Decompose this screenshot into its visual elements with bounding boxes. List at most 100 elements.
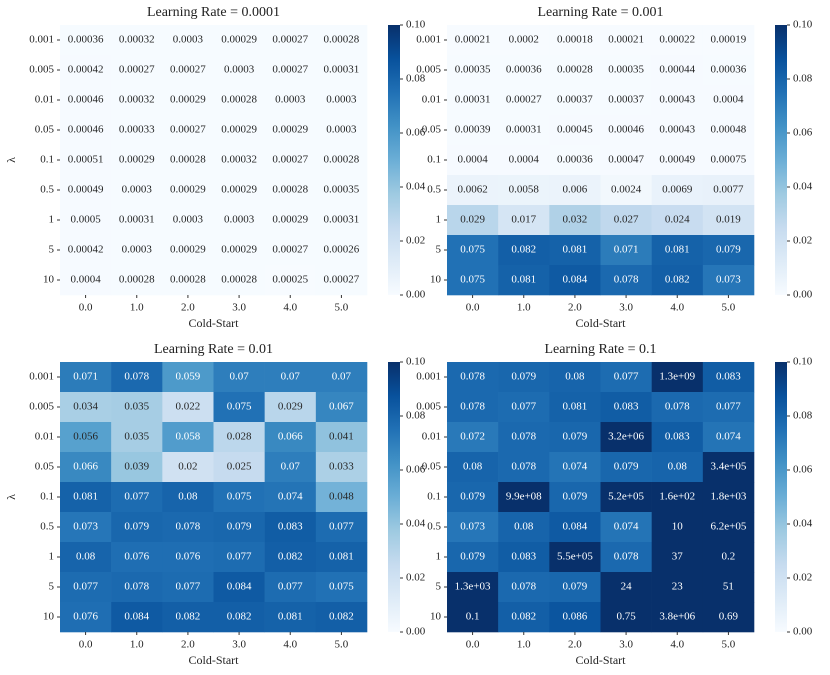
heatmap-cell bbox=[315, 175, 368, 206]
cell-label: 0.071 bbox=[73, 371, 98, 383]
cell-label: 0.00032 bbox=[221, 154, 257, 166]
heatmap-cell bbox=[600, 265, 652, 296]
heatmap-cell bbox=[600, 542, 652, 573]
cell-label: 0.079 bbox=[227, 521, 252, 533]
heatmap-cell bbox=[162, 205, 214, 236]
heatmap-cell bbox=[162, 482, 214, 513]
heatmap-cell bbox=[651, 55, 704, 86]
cell-label: 0.00036 bbox=[68, 34, 104, 46]
heatmap-cell bbox=[162, 145, 214, 176]
y-tick-label: 0.01 bbox=[422, 431, 441, 443]
y-tick-label: 0.01 bbox=[422, 94, 441, 106]
cell-label: 0.076 bbox=[176, 551, 201, 563]
heatmap-cell bbox=[315, 452, 368, 483]
cell-label: 0.075 bbox=[329, 581, 354, 593]
cell-label: 0.0003 bbox=[326, 124, 357, 136]
cell-label: 0.00043 bbox=[659, 94, 695, 106]
cell-label: 0.078 bbox=[460, 401, 485, 413]
heatmap-cell bbox=[600, 482, 652, 513]
cell-label: 0.079 bbox=[460, 491, 485, 503]
cell-label: 0.078 bbox=[511, 431, 536, 443]
x-tick-label: 2.0 bbox=[181, 302, 195, 314]
y-axis-label: λ bbox=[4, 157, 18, 163]
cell-label: 0.00026 bbox=[324, 244, 360, 256]
heatmap-cell bbox=[111, 265, 163, 296]
heatmap-cell bbox=[600, 145, 652, 176]
y-tick-label: 1 bbox=[49, 551, 55, 563]
heatmap-cell bbox=[651, 205, 704, 236]
heatmap-cell bbox=[264, 115, 317, 146]
cell-label: 0.071 bbox=[614, 244, 639, 256]
cell-label: 0.0002 bbox=[509, 34, 539, 46]
colorbar-tick-label: 0.10 bbox=[406, 19, 426, 31]
y-tick-label: 0.05 bbox=[422, 461, 442, 473]
cell-label: 0.00033 bbox=[119, 124, 155, 136]
cell-label: 0.00028 bbox=[221, 274, 257, 286]
heatmap-cell bbox=[213, 235, 265, 266]
heatmap-cell bbox=[447, 422, 499, 453]
heatmap-cell bbox=[600, 235, 652, 266]
cell-label: 0.00028 bbox=[324, 34, 360, 46]
heatmap-cell bbox=[549, 265, 601, 296]
cell-label: 0.00029 bbox=[272, 124, 308, 136]
heatmap-cell bbox=[447, 452, 499, 483]
cell-label: 0.0004 bbox=[70, 274, 101, 286]
cell-label: 0.0058 bbox=[509, 184, 540, 196]
heatmap-cell bbox=[600, 512, 652, 543]
cell-label: 0.032 bbox=[563, 214, 588, 226]
cell-label: 0.019 bbox=[716, 214, 741, 226]
colorbar-tick-label: 0.08 bbox=[406, 73, 426, 85]
cell-label: 0.00029 bbox=[119, 154, 155, 166]
cell-label: 0.00027 bbox=[272, 34, 308, 46]
cell-label: 0.074 bbox=[614, 521, 639, 533]
cell-label: 0.079 bbox=[563, 491, 588, 503]
cell-label: 0.00029 bbox=[272, 214, 308, 226]
cell-label: 0.066 bbox=[278, 431, 303, 443]
heatmap-cell bbox=[315, 362, 368, 393]
heatmap-cell bbox=[651, 265, 704, 296]
x-tick-label: 2.0 bbox=[568, 302, 582, 314]
cell-label: 0.077 bbox=[73, 581, 98, 593]
heatmap-cell bbox=[549, 115, 601, 146]
heatmap-cell bbox=[549, 572, 601, 603]
cell-label: 0.079 bbox=[614, 461, 639, 473]
cell-label: 0.082 bbox=[329, 611, 354, 623]
heatmap-cell bbox=[315, 512, 368, 543]
cell-label: 0.083 bbox=[716, 371, 741, 383]
y-tick-label: 0.001 bbox=[416, 371, 441, 383]
cell-label: 0.0003 bbox=[173, 34, 204, 46]
cell-label: 0.00031 bbox=[119, 214, 155, 226]
cell-label: 0.0003 bbox=[224, 64, 255, 76]
cell-label: 0.075 bbox=[227, 491, 252, 503]
heatmap-cell bbox=[498, 512, 550, 543]
cell-label: 0.0069 bbox=[662, 184, 693, 196]
cell-label: 0.078 bbox=[124, 581, 149, 593]
cell-label: 0.00029 bbox=[170, 184, 206, 196]
cell-label: 0.056 bbox=[73, 431, 98, 443]
cell-label: 0.0004 bbox=[713, 94, 744, 106]
cell-label: 0.017 bbox=[511, 214, 536, 226]
cell-label: 0.078 bbox=[176, 521, 201, 533]
heatmap-cell bbox=[702, 25, 755, 56]
heatmap-cell bbox=[651, 25, 704, 56]
y-tick-label: 0.01 bbox=[35, 431, 54, 443]
heatmap-cell bbox=[702, 452, 755, 483]
cell-label: 0.00029 bbox=[221, 244, 257, 256]
cell-label: 0.073 bbox=[716, 274, 741, 286]
heatmap-cell bbox=[111, 115, 163, 146]
heatmap-cell bbox=[111, 512, 163, 543]
cell-label: 0.079 bbox=[563, 431, 588, 443]
cell-label: 0.00022 bbox=[659, 34, 695, 46]
heatmap-cell bbox=[600, 422, 652, 453]
y-tick-label: 1 bbox=[436, 214, 442, 226]
heatmap-cell bbox=[651, 235, 704, 266]
cell-label: 1.6e+02 bbox=[659, 491, 695, 503]
heatmap-cell bbox=[111, 25, 163, 56]
heatmap-cell bbox=[600, 115, 652, 146]
heatmap-cell bbox=[111, 362, 163, 393]
heatmap-cell bbox=[651, 85, 704, 116]
cell-label: 0.00027 bbox=[272, 154, 308, 166]
cell-label: 0.00036 bbox=[506, 64, 542, 76]
heatmap-cell bbox=[60, 572, 112, 603]
